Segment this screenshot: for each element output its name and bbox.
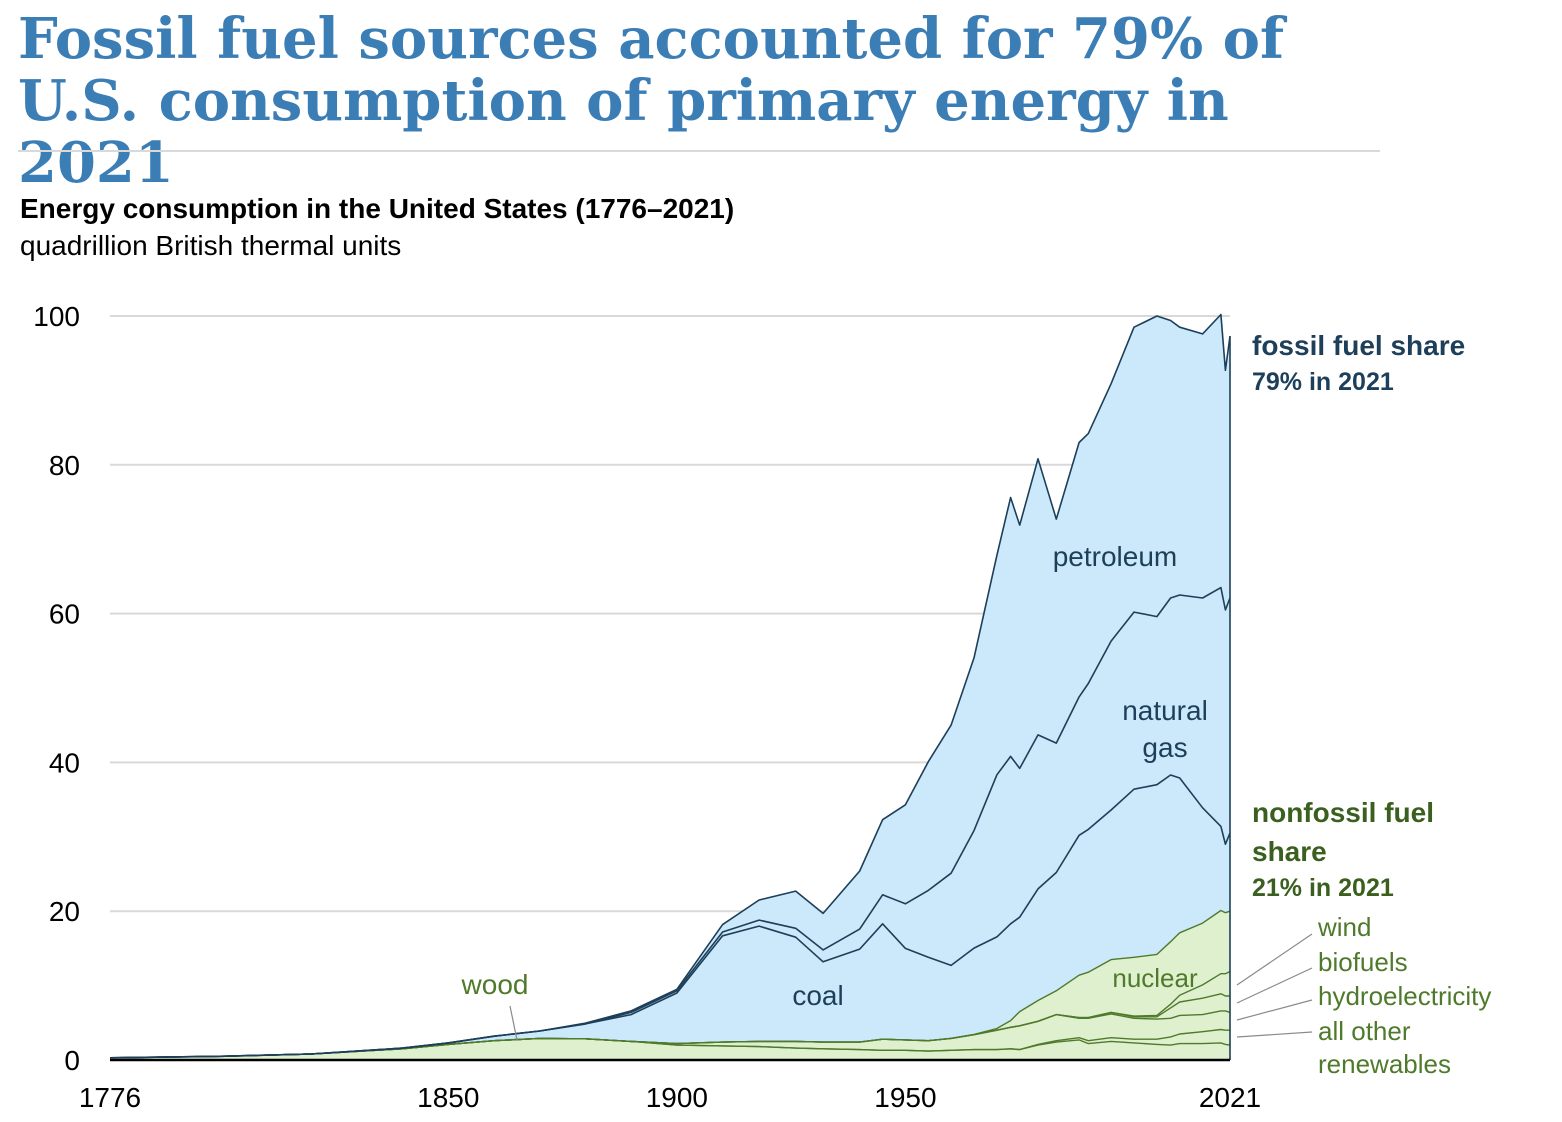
x-tick-label: 2021 [1199,1082,1261,1113]
x-tick-label: 1950 [874,1082,936,1113]
y-tick-label: 20 [49,896,80,927]
line-nuclear [109,909,1231,1059]
headline-divider [18,150,1380,152]
y-tick-label: 80 [49,450,80,481]
annotation-label-nuclear: nuclear [1112,963,1198,993]
annotation-fossil-line2: 79% in 2021 [1252,368,1394,396]
y-tick-label: 60 [49,599,80,630]
page-headline: Fossil fuel sources accounted for 79% of… [18,6,1285,196]
chart-units: quadrillion British thermal units [20,230,402,261]
leader-wind [1236,933,1313,986]
annotation-label-other2: renewables [1318,1049,1451,1079]
x-tick-label: 1776 [79,1082,141,1113]
leader-other [1236,1031,1313,1038]
annotation-label-wood: wood [461,969,529,1000]
annotation-label-other1: all other [1318,1016,1411,1046]
y-tick-label: 100 [33,301,80,332]
annotation-label-biofuels: biofuels [1318,947,1408,977]
annotation-label-natural2: gas [1142,732,1187,763]
leader-wood [509,1005,518,1041]
annotation-nonfossil-line2: share [1252,836,1327,867]
annotation-nonfossil-line1: nonfossil fuel [1252,797,1434,828]
annotation-label-hydro: hydroelectricity [1318,981,1491,1011]
annotation-label-wind: wind [1317,912,1371,942]
chart-annotations: fossil fuel share 79% in 2021 nonfossil fu… [461,330,1492,1079]
x-tick-label: 1850 [417,1082,479,1113]
annotation-label-natural1: natural [1122,695,1208,726]
line-petroleum [109,313,1231,1059]
series-lines [109,313,1231,1060]
annotation-fossil-line1: fossil fuel share [1252,330,1465,361]
x-tick-label: 1900 [646,1082,708,1113]
leader-biofuels [1236,967,1313,1004]
annotation-nonfossil-line3: 21% in 2021 [1252,874,1394,902]
leader-hydro [1236,999,1313,1021]
stacked-areas [109,313,1231,1061]
annotation-label-coal: coal [792,980,843,1011]
y-tick-label: 0 [64,1045,80,1076]
annotation-label-petroleum: petroleum [1053,541,1178,572]
axes: 0 20 40 60 80 100 1776 1850 1900 1950 2021 [33,301,1261,1113]
y-tick-label: 40 [49,747,80,778]
chart-title: Energy consumption in the United States … [20,193,735,224]
